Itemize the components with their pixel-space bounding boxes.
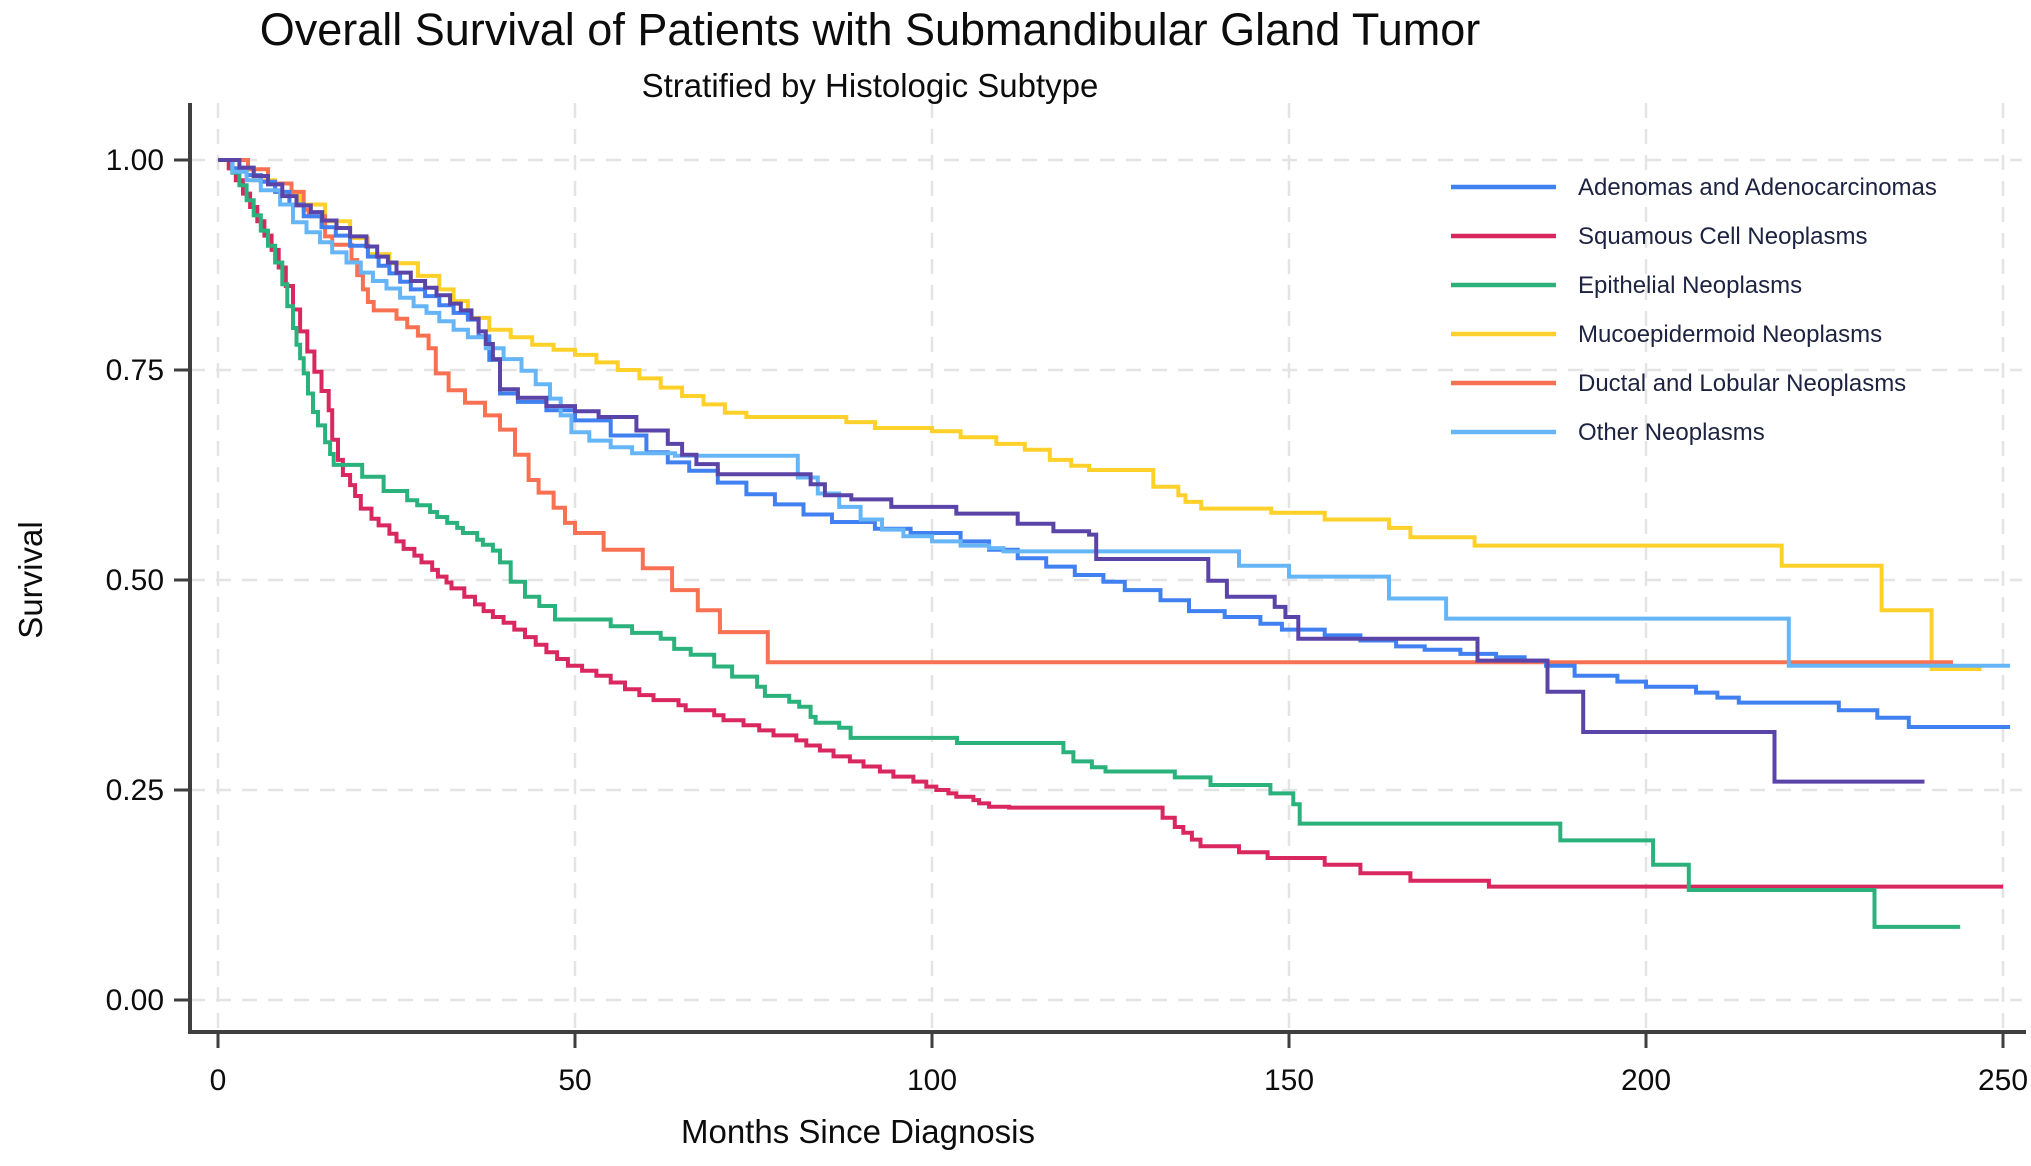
legend-label: Other Neoplasms bbox=[1578, 419, 1765, 446]
y-tick-label-1: 0.25 bbox=[106, 774, 164, 807]
legend-label: Epithelial Neoplasms bbox=[1578, 272, 1802, 299]
legend-label: Mucoepidermoid Neoplasms bbox=[1578, 321, 1882, 348]
x-axis-title: Months Since Diagnosis bbox=[681, 1113, 1035, 1150]
y-tick-label-0: 0.00 bbox=[106, 984, 164, 1017]
legend-item-adenomas-and-adenocarcinomas: Adenomas and Adenocarcinomas bbox=[1451, 174, 1937, 201]
x-tick-label-0: 0 bbox=[210, 1064, 227, 1097]
legend-item-epithelial-neoplasms: Epithelial Neoplasms bbox=[1451, 272, 1802, 299]
legend-label: Ductal and Lobular Neoplasms bbox=[1578, 370, 1906, 397]
x-tick-label-4: 200 bbox=[1621, 1064, 1671, 1097]
legend: Adenomas and Adenocarcinomas Squamous Cel… bbox=[1451, 174, 1937, 446]
series-line-unlabeled-purple bbox=[218, 158, 1925, 784]
legend-label: Adenomas and Adenocarcinomas bbox=[1578, 174, 1937, 201]
axes: 0.00 0.25 0.50 0.75 1.00 0 50 100 150 200 250 bbox=[106, 103, 2028, 1097]
y-tick-label-2: 0.50 bbox=[106, 564, 164, 597]
x-tick-label-2: 100 bbox=[907, 1064, 957, 1097]
series-line-other-neoplasms bbox=[218, 158, 2011, 668]
chart-title: Overall Survival of Patients with Subman… bbox=[260, 4, 1481, 55]
y-tick-label-3: 0.75 bbox=[106, 354, 164, 387]
y-axis-title: Survival bbox=[12, 521, 49, 638]
survival-curves bbox=[218, 158, 2011, 929]
x-tick-label-1: 50 bbox=[558, 1064, 591, 1097]
y-tick-label-4: 1.00 bbox=[106, 144, 164, 177]
series-line-epithelial-neoplasms bbox=[218, 158, 1961, 929]
legend-label: Squamous Cell Neoplasms bbox=[1578, 223, 1867, 250]
series-line-squamous-cell-neoplasms bbox=[218, 158, 2003, 889]
x-tick-label-3: 150 bbox=[1264, 1064, 1314, 1097]
x-tick-label-5: 250 bbox=[1978, 1064, 2028, 1097]
chart-subtitle: Stratified by Histologic Subtype bbox=[642, 67, 1099, 104]
legend-item-squamous-cell-neoplasms: Squamous Cell Neoplasms bbox=[1451, 223, 1867, 250]
legend-item-mucoepidermoid-neoplasms: Mucoepidermoid Neoplasms bbox=[1451, 321, 1882, 348]
legend-item-other-neoplasms: Other Neoplasms bbox=[1451, 419, 1765, 446]
legend-item-ductal-and-lobular-neoplasms: Ductal and Lobular Neoplasms bbox=[1451, 370, 1906, 397]
